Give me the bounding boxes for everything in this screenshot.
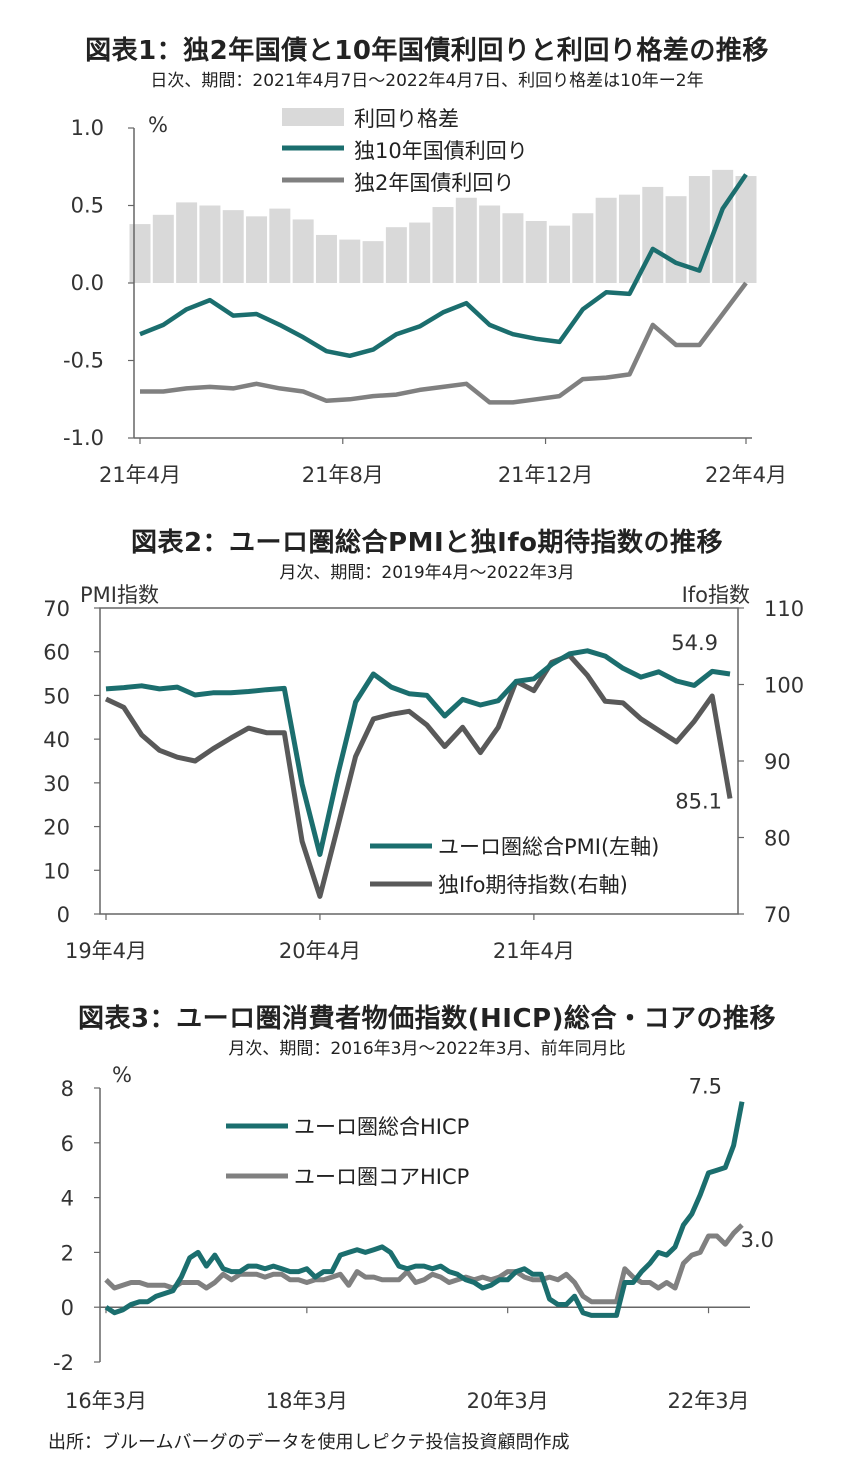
left-tick-label: 20 [43, 816, 70, 840]
chart1-title: 図表1：独2年国債と10年国債利回りと利回り格差の推移 [85, 36, 769, 66]
right-tick-label: 90 [764, 750, 791, 774]
spread-bar [549, 225, 571, 283]
spread-bar [665, 196, 687, 283]
spread-bar [222, 210, 244, 283]
spread-bar [455, 197, 477, 283]
spread-bar [362, 241, 384, 283]
headline-last-value-label: 7.5 [689, 1075, 722, 1099]
unit-label: % [112, 1063, 132, 1087]
spread-bar [618, 194, 640, 283]
x-tick-label: 16年3月 [65, 1389, 147, 1413]
spread-bar [339, 239, 361, 283]
right-tick-label: 70 [764, 903, 791, 927]
right-tick-label: 100 [764, 674, 804, 698]
legend-pmi-label: ユーロ圏総合PMI(左軸) [438, 835, 659, 859]
y-tick-label: -1.0 [63, 426, 104, 450]
spread-bar [315, 234, 337, 283]
spread-bar [479, 205, 501, 283]
legend-ifo-label: 独Ifo期待指数(右軸) [438, 873, 628, 897]
spread-bar [525, 221, 547, 283]
y-tick-label: 0.5 [71, 194, 104, 218]
left-tick-label: 50 [43, 684, 70, 708]
legend-headline-label: ユーロ圏総合HICP [294, 1115, 469, 1139]
spread-bar [385, 227, 407, 283]
spread-bar [292, 219, 314, 283]
right-axis-label: Ifo指数 [682, 583, 750, 607]
spread-bar [642, 186, 664, 283]
left-tick-label: 30 [43, 772, 70, 796]
ifo-last-value-label: 85.1 [675, 789, 722, 813]
x-tick-label: 18年3月 [266, 1389, 348, 1413]
pmi-line [105, 648, 731, 857]
headline-hicp-line [104, 1101, 745, 1318]
y-tick-label: 1.0 [71, 116, 104, 140]
left-tick-label: 60 [43, 641, 70, 665]
spread-bar [176, 202, 198, 283]
unit-label: % [148, 113, 168, 137]
y-tick-label: 0.0 [71, 271, 104, 295]
y-tick-label: -0.5 [63, 349, 104, 373]
chart2-subtitle: 月次、期間：2019年4月～2022年3月 [279, 563, 575, 583]
core-last-value-label: 3.0 [741, 1228, 774, 1252]
chart3-subtitle: 月次、期間：2016年3月～2022年3月、前年同月比 [228, 1039, 626, 1059]
left-tick-label: 40 [43, 728, 70, 752]
right-tick-label: 110 [764, 597, 804, 621]
x-tick-label: 21年8月 [302, 463, 384, 487]
x-tick-label: 22年3月 [667, 1389, 749, 1413]
x-tick-label: 21年4月 [99, 463, 181, 487]
legend-spread-swatch [282, 108, 344, 126]
x-tick-label: 21年12月 [498, 463, 593, 487]
y-tick-label: 6 [61, 1132, 74, 1156]
x-tick-label: 22年4月 [705, 463, 787, 487]
chart1-subtitle: 日次、期間：2021年4月7日～2022年4月7日、利回り格差は10年ー2年 [150, 71, 704, 91]
chart3-hicp-chart: 8 6 4 2 0 -2% 16年3月 18年3月 20年3月 22年3月 7.5 3.0 ユーロ圏総合… [53, 1063, 774, 1413]
chart3-title: 図表3：ユーロ圏消費者物価指数(HICP)総合・コアの推移 [78, 1004, 776, 1034]
spread-bar [572, 213, 594, 283]
legend-10y-label: 独10年国債利回り [354, 139, 528, 163]
left-axis-label: PMI指数 [80, 583, 159, 607]
spread-bar [269, 208, 291, 283]
left-tick-label: 70 [43, 597, 70, 621]
bund10y-line [139, 173, 748, 359]
left-tick-label: 10 [43, 859, 70, 883]
x-tick-label: 21年4月 [493, 939, 575, 963]
spread-bar [199, 205, 221, 283]
right-tick-label: 80 [764, 827, 791, 851]
spread-bar [432, 207, 454, 283]
y-tick-label: 0 [61, 1296, 74, 1320]
chart2-title: 図表2：ユーロ圏総合PMIと独Ifo期待指数の推移 [130, 528, 724, 558]
y-tick-label: 4 [61, 1187, 74, 1211]
spread-bar [246, 216, 268, 283]
legend-2y-label: 独2年国債利回り [354, 171, 514, 195]
spread-bar [735, 176, 757, 283]
bund2y-line [140, 281, 748, 405]
x-tick-label: 20年4月 [279, 939, 361, 963]
spread-bar [129, 224, 151, 283]
chart1-yield-chart: 1.0 0.5 0.0 -0.5 -1.0% 21年4月 21年8月 21年12月 22年4月 利… [63, 107, 787, 487]
left-tick-label: 0 [57, 903, 70, 927]
spread-bar [502, 213, 524, 283]
legend-spread-label: 利回り格差 [354, 107, 459, 131]
spread-bar [595, 197, 617, 283]
legend-core-label: ユーロ圏コアHICP [294, 1165, 469, 1189]
spread-bar [152, 214, 174, 283]
y-tick-label: -2 [53, 1351, 74, 1375]
source-footer: 出所：ブルームバーグのデータを使用しピクテ投信投資顧問作成 [48, 1432, 570, 1453]
x-tick-label: 20年3月 [467, 1389, 549, 1413]
y-tick-label: 8 [61, 1077, 74, 1101]
spread-bar [409, 222, 431, 283]
ifo-expectations-line [104, 652, 733, 899]
y-tick-label: 2 [61, 1241, 74, 1265]
pmi-last-value-label: 54.9 [671, 631, 718, 655]
x-tick-label: 19年4月 [65, 939, 147, 963]
